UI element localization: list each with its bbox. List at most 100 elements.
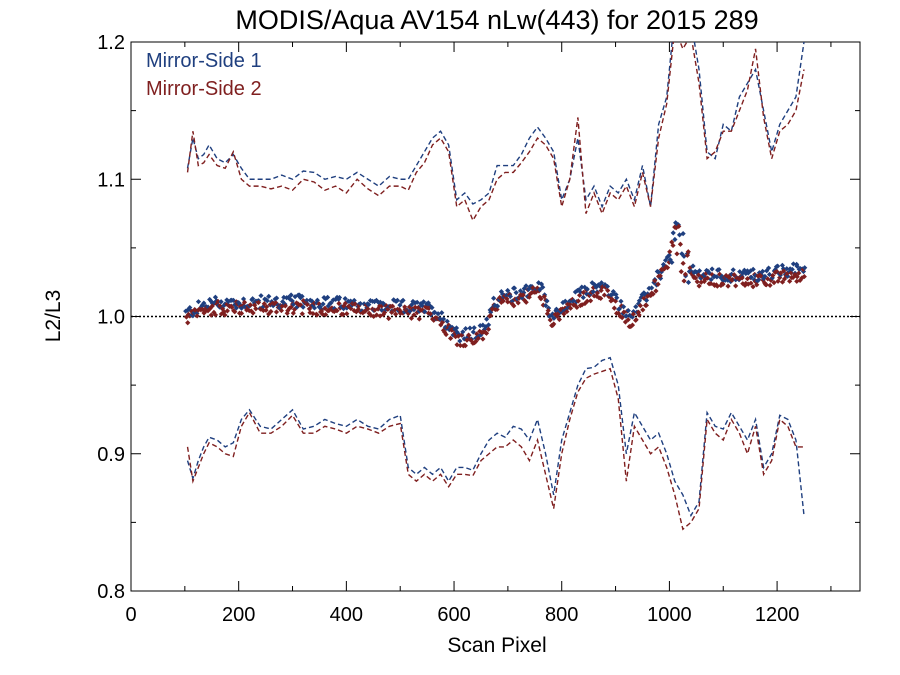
series-2-point <box>447 335 454 341</box>
series-2-point <box>311 300 317 306</box>
series-2-point <box>304 301 310 308</box>
series-2-point <box>648 292 654 299</box>
series-2-point <box>234 301 241 307</box>
series-2-point <box>365 306 371 312</box>
series-1-point <box>673 220 679 226</box>
series-2-point <box>603 284 609 290</box>
series-2-point <box>502 293 508 299</box>
series-1-point <box>422 309 428 315</box>
series-1-point <box>377 299 383 305</box>
series-1-point <box>714 274 720 280</box>
series-2-point <box>356 303 362 309</box>
series-1-point <box>325 294 331 300</box>
series-1-point <box>481 326 487 333</box>
series-2-point <box>593 293 600 299</box>
series-1-point <box>641 290 647 296</box>
series-2-point <box>255 299 262 306</box>
series-2-point <box>641 295 647 301</box>
series-2-point <box>221 309 227 315</box>
series-1-point <box>672 236 678 243</box>
series-2-point <box>788 270 794 276</box>
series-1-lower-line <box>186 356 805 518</box>
series-1-point <box>544 298 550 304</box>
series-1-point <box>712 273 718 279</box>
series-2-point <box>306 306 313 312</box>
chart-title: MODIS/Aqua AV154 nLw(443) for 2015 289 <box>235 5 758 35</box>
series-2-point <box>598 295 604 301</box>
series-1-point <box>655 269 662 275</box>
series-1-point <box>465 334 471 340</box>
series-2-point <box>551 321 557 327</box>
y-tick-label: 0.8 <box>97 581 125 603</box>
series-1-point <box>669 259 675 266</box>
series-1-point <box>549 311 556 317</box>
series-2-point <box>537 294 543 300</box>
series-2-point <box>545 308 551 314</box>
series-1-point <box>478 332 484 338</box>
series-1-point <box>551 315 557 321</box>
series-2-point <box>561 311 567 317</box>
series-1-point <box>643 297 650 304</box>
series-1-point <box>589 280 595 286</box>
series-2-point <box>212 312 219 318</box>
series-2-point <box>694 279 700 285</box>
series-1-point <box>576 287 582 293</box>
series-2-point <box>523 299 529 305</box>
series-1-point <box>676 232 683 238</box>
series-2-point <box>538 296 544 302</box>
series-1-point <box>580 294 586 301</box>
series-1-point <box>373 297 380 303</box>
series-2-point <box>743 280 749 286</box>
series-1-point <box>625 307 631 314</box>
series-2-point <box>768 277 774 283</box>
series-2-point <box>731 272 737 278</box>
series-2-point <box>500 298 506 304</box>
series-2-point <box>534 285 541 291</box>
series-1-point <box>743 270 749 277</box>
series-1-point <box>440 316 447 322</box>
series-1-point <box>754 278 760 284</box>
series-1-point <box>582 284 588 290</box>
series-1-point <box>391 297 397 303</box>
series-2-point <box>787 278 793 284</box>
series-2-point <box>564 308 570 315</box>
series-2-point <box>244 307 250 313</box>
series-1-point <box>762 273 768 279</box>
x-tick-label: 0 <box>125 604 136 626</box>
series-1-point <box>570 298 577 304</box>
series-1-point <box>463 326 469 332</box>
series-1-point <box>504 292 510 298</box>
series-2-point <box>794 278 800 284</box>
y-tick-label: 1.2 <box>97 32 125 54</box>
series-2-point <box>709 271 715 278</box>
series-2-point <box>268 308 274 315</box>
series-2-point <box>412 304 418 310</box>
series-1-point <box>620 304 627 310</box>
y-tick-label: 1.1 <box>97 169 125 191</box>
series-1-point <box>336 294 343 301</box>
series-1-point <box>775 263 781 269</box>
series-1-point <box>467 325 473 331</box>
series-1-point <box>439 310 445 316</box>
series-2-point <box>725 283 731 289</box>
y-tick-label: 1.0 <box>97 307 125 329</box>
series-1-point <box>359 308 365 314</box>
series-1-point <box>610 288 616 295</box>
series-1-point <box>662 257 669 263</box>
series-2-point <box>509 301 516 307</box>
series-1-point <box>394 297 401 303</box>
series-2-point <box>208 312 214 318</box>
series-2-point <box>334 308 340 314</box>
series-2-point <box>778 270 784 276</box>
series-2-point <box>667 249 673 255</box>
series-1-point <box>494 303 501 309</box>
series-1-point <box>335 296 342 302</box>
series-2-point <box>386 315 392 322</box>
series-2-point <box>547 317 553 323</box>
series-2-point <box>229 304 235 310</box>
series-1-point <box>294 304 300 310</box>
series-2-point <box>574 304 580 311</box>
series-2-point <box>250 310 256 316</box>
series-1-point <box>414 299 420 305</box>
series-1-point <box>748 274 754 281</box>
